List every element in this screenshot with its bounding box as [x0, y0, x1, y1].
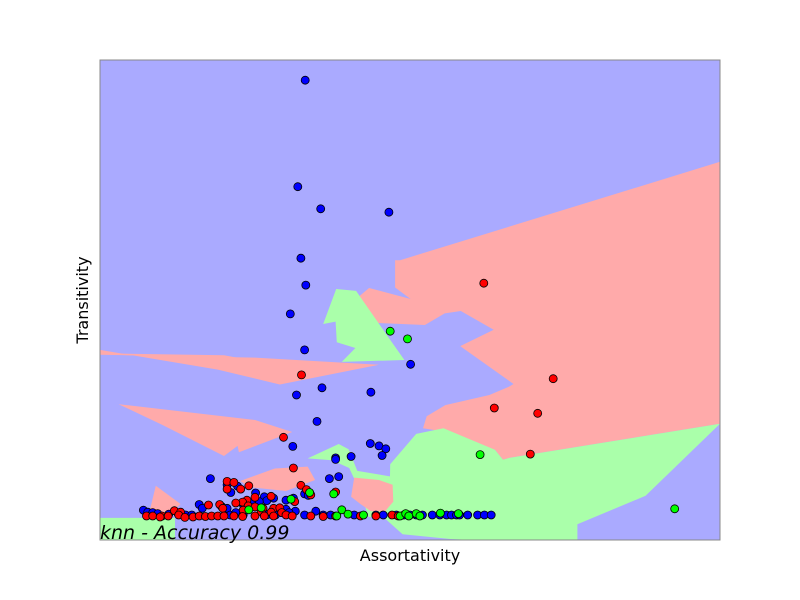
data-point-red [229, 477, 239, 487]
data-point-blue [377, 451, 387, 460]
data-point-blue [300, 345, 310, 355]
data-point-red [266, 491, 276, 501]
data-point-blue [427, 510, 437, 520]
y-axis-label: Transitivity [73, 256, 92, 344]
data-point-blue [300, 75, 310, 85]
data-point-green [343, 509, 353, 519]
accuracy-annotation: knn - Accuracy 0.99 [100, 522, 289, 544]
data-point-red [259, 511, 269, 521]
data-point-red [306, 511, 316, 521]
data-point-green [256, 503, 266, 513]
data-point-green [286, 494, 296, 504]
data-point-red [180, 513, 190, 522]
data-point-red [297, 370, 306, 380]
data-point-green [332, 511, 342, 521]
data-point-blue [384, 207, 394, 217]
data-point-blue [366, 387, 376, 397]
data-point-red [222, 484, 232, 494]
data-point-blue [301, 280, 311, 290]
data-point-blue [378, 510, 388, 520]
data-point-red [479, 278, 489, 288]
data-point-red [219, 511, 229, 521]
data-point-blue [406, 359, 416, 369]
data-point-red [548, 374, 558, 384]
data-point-blue [381, 444, 391, 454]
data-point-red [231, 498, 241, 508]
decision-region-green [323, 289, 405, 362]
data-point-blue [296, 253, 306, 263]
data-point-blue [285, 309, 295, 319]
data-point-green [244, 505, 254, 515]
data-point-red [236, 484, 246, 494]
plot-frame [99, 59, 721, 541]
data-point-red [489, 403, 499, 413]
data-point-green [453, 509, 463, 518]
data-point-blue [463, 510, 473, 520]
data-point-blue [205, 474, 215, 484]
data-point-green [305, 488, 315, 497]
data-point-green [415, 511, 425, 521]
data-point-red [269, 511, 279, 521]
data-point-red [318, 512, 328, 521]
data-point-blue [312, 416, 322, 426]
data-point-red [250, 492, 260, 502]
data-point-red [287, 511, 297, 521]
data-point-blue [292, 390, 301, 400]
data-point-green [404, 511, 414, 521]
decision-region-red [351, 477, 394, 512]
data-point-red [148, 511, 158, 521]
data-point-red [218, 503, 228, 513]
decision-region-red [118, 404, 293, 456]
data-point-green [385, 326, 395, 336]
data-point-green [337, 505, 347, 515]
data-point-green [359, 510, 368, 520]
data-point-blue [331, 454, 341, 464]
data-point-red [204, 500, 213, 510]
data-point-blue [288, 441, 298, 451]
decision-region-red [240, 466, 316, 491]
data-point-green [329, 489, 339, 499]
decision-regions [100, 60, 720, 540]
data-point-red [525, 449, 535, 459]
decision-region-green [100, 517, 175, 540]
data-point-red [288, 463, 298, 473]
data-point-green [435, 508, 445, 518]
data-point-red [163, 511, 173, 521]
data-point-red [229, 511, 239, 521]
data-point-red [244, 481, 254, 491]
data-point-blue [486, 510, 496, 520]
data-point-red [238, 512, 248, 521]
data-point-blue [293, 182, 303, 192]
decision-region-red [100, 349, 379, 385]
data-point-red [279, 432, 288, 442]
data-point-green [403, 334, 412, 344]
data-point-blue [334, 472, 344, 482]
data-point-green [670, 504, 680, 514]
data-point-red [533, 408, 543, 418]
data-point-red [155, 512, 165, 522]
decision-region-red [353, 161, 720, 460]
data-point-blue [346, 452, 356, 461]
x-axis-label: Assortativity [360, 546, 460, 565]
data-point-blue [316, 204, 326, 214]
data-point-green [475, 450, 485, 460]
data-point-red [371, 511, 381, 521]
data-point-red [250, 511, 260, 521]
data-point-blue [317, 383, 327, 393]
data-point-blue [365, 439, 375, 448]
data-points [138, 75, 680, 522]
data-point-blue [324, 474, 334, 484]
